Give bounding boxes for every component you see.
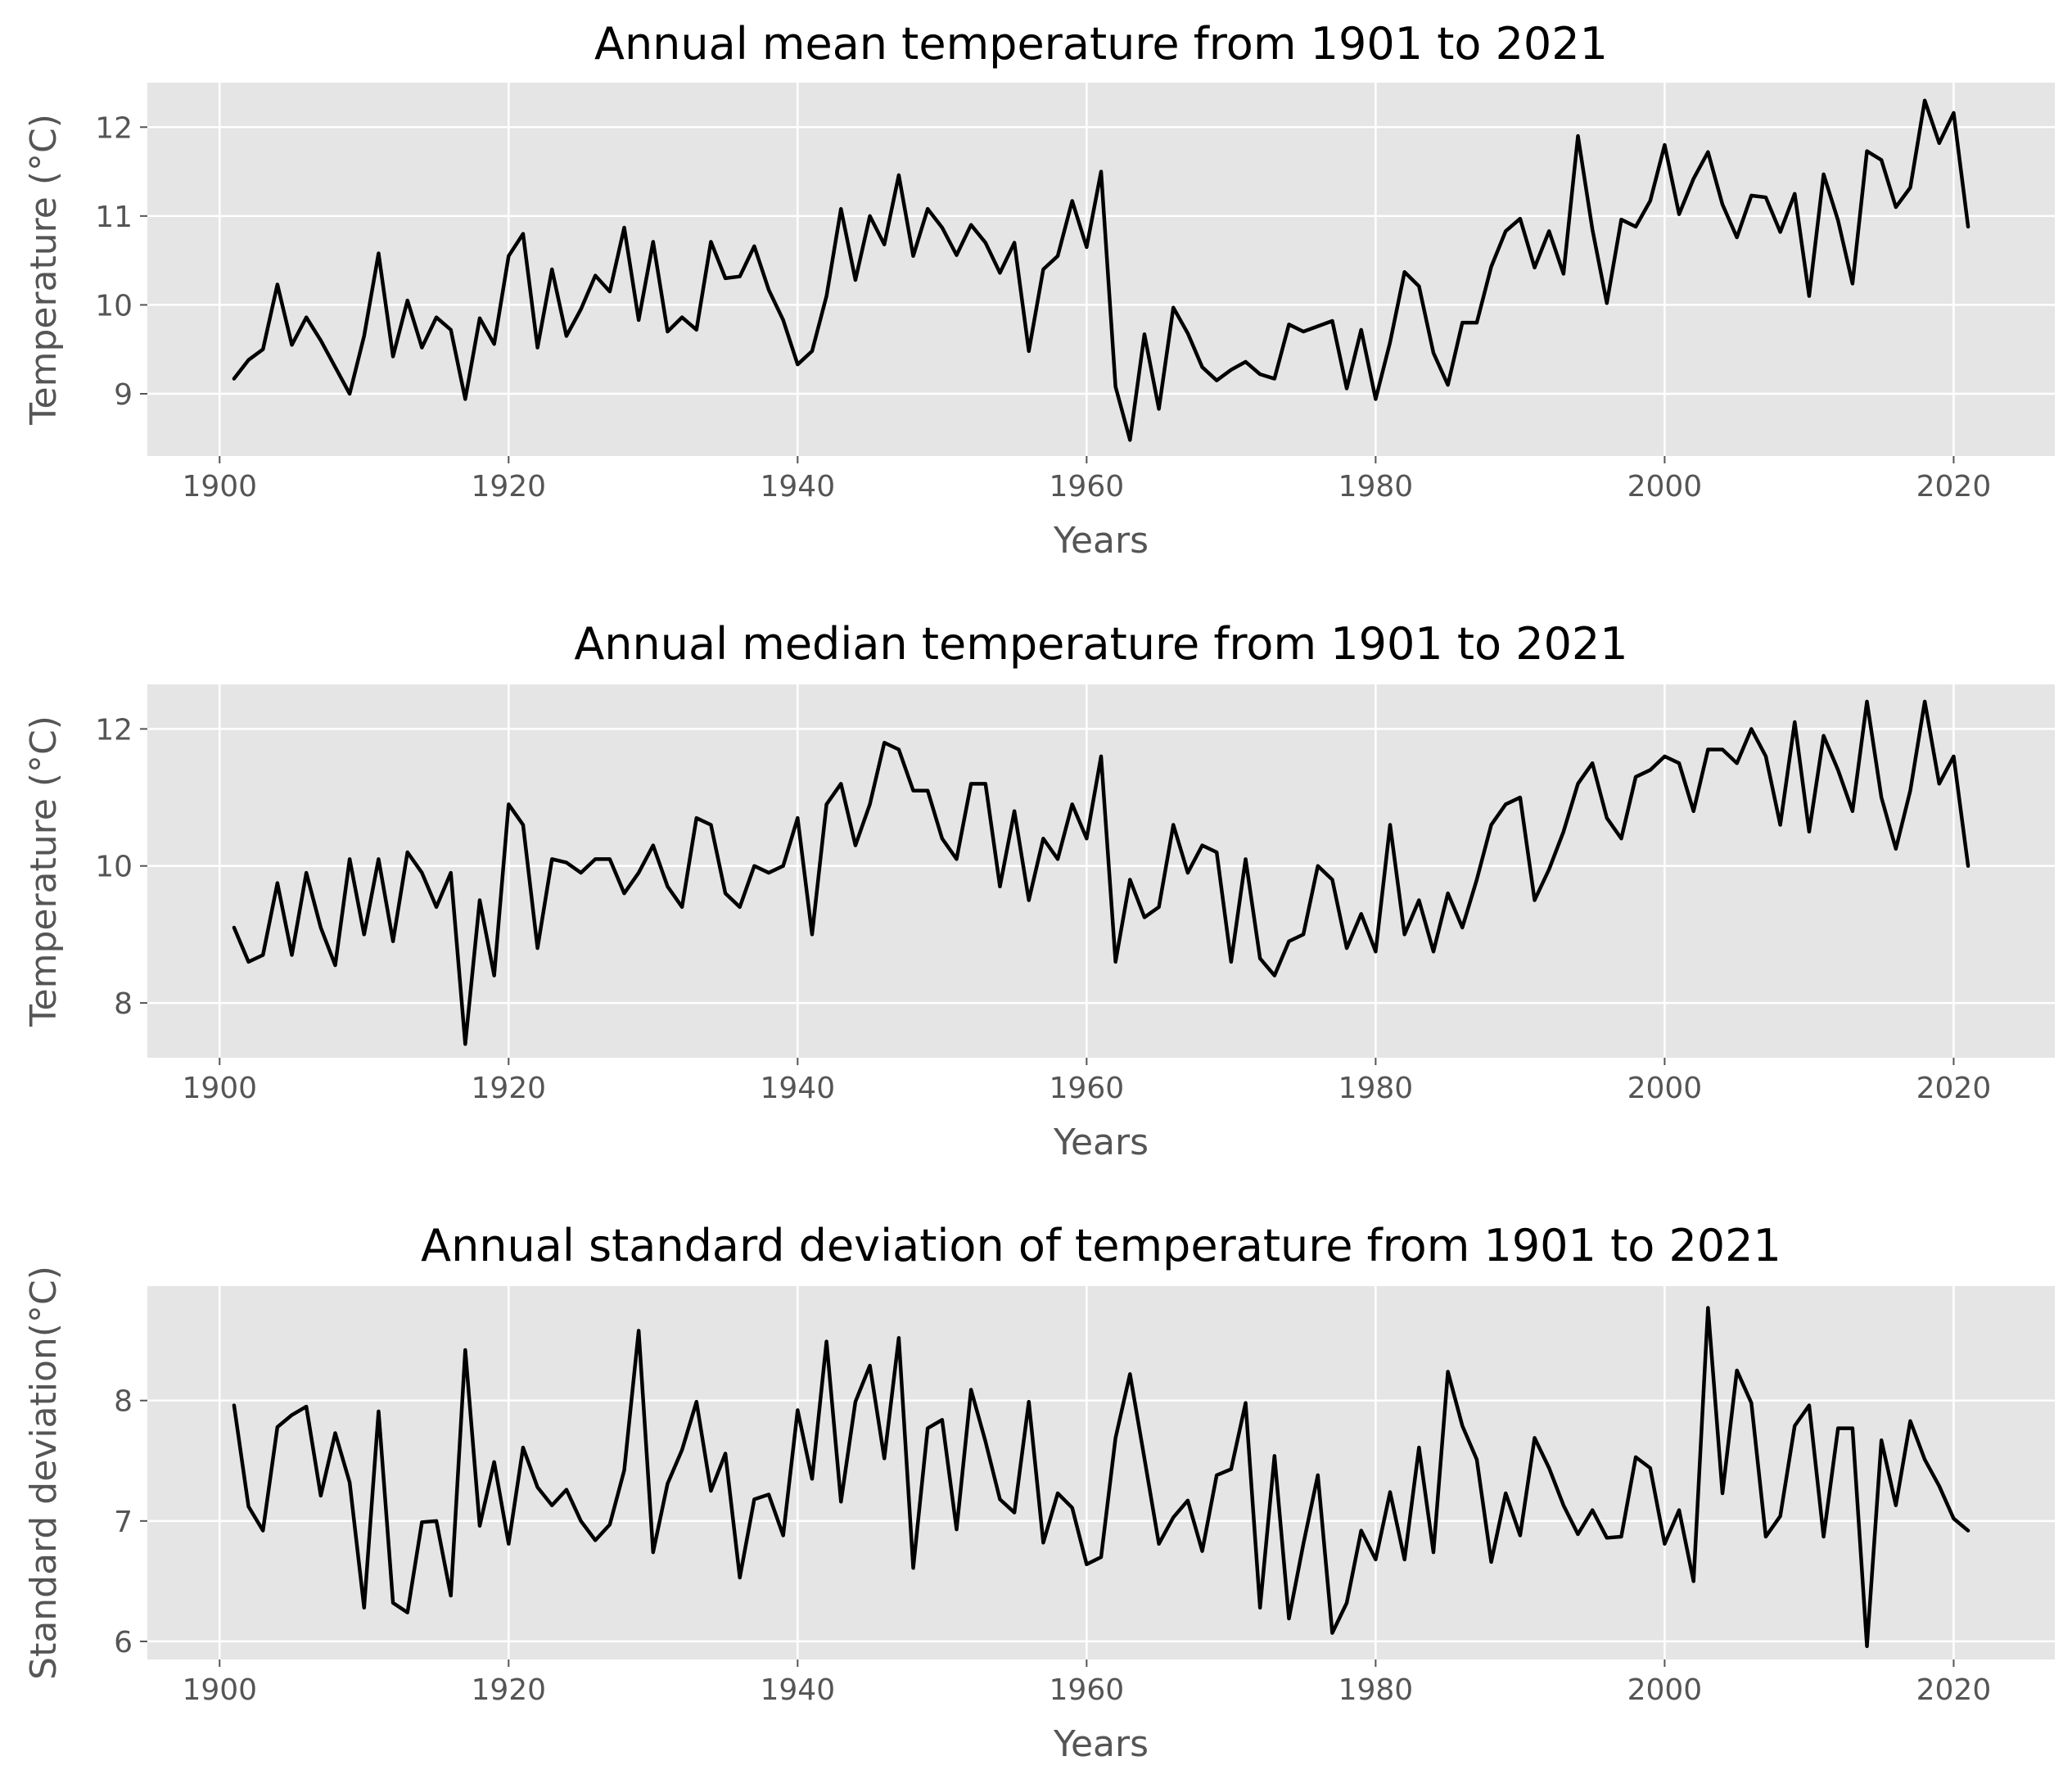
chart-title: Annual standard deviation of temperature…: [421, 1220, 1781, 1271]
x-tick-label: 1960: [1050, 1673, 1125, 1707]
plot-area: [147, 83, 2055, 456]
y-tick-label: 12: [95, 111, 133, 145]
x-tick-label: 1940: [761, 470, 836, 503]
x-tick-label: 1940: [761, 1673, 836, 1707]
y-tick-label: 10: [95, 851, 133, 884]
chart-title: Annual median temperature from 1901 to 2…: [574, 618, 1627, 670]
x-tick-label: 2020: [1916, 470, 1992, 503]
x-tick-label: 2000: [1627, 1072, 1703, 1105]
x-axis-label: Years: [1053, 1122, 1149, 1163]
x-tick-label: 1920: [471, 1072, 546, 1105]
x-tick-label: 1920: [471, 1673, 546, 1707]
x-tick-label: 1960: [1050, 470, 1125, 503]
series-line: [232, 699, 1970, 1046]
x-tick-label: 1980: [1338, 1673, 1414, 1707]
x-tick-label: 1900: [182, 470, 257, 503]
y-axis-label: Temperature (°C): [23, 114, 65, 426]
chart-panel-2: 1900 1920 1940 1960 1980 2000 2020 8 10 12 Annual …: [23, 618, 2055, 1163]
chart-panel-3: 1900 1920 1940 1960 1980 2000 2020 6 7 8 Annual st…: [23, 1220, 2055, 1765]
series-line: [232, 1306, 1970, 1649]
x-tick-label: 1940: [761, 1072, 836, 1105]
y-tick-label: 11: [95, 201, 133, 234]
y-axis-label: Temperature (°C): [23, 716, 65, 1027]
x-axis-label: Years: [1053, 1723, 1149, 1765]
series-line: [232, 98, 1970, 442]
x-tick-label: 1900: [182, 1072, 257, 1105]
x-tick-label: 1960: [1050, 1072, 1125, 1105]
y-tick-label: 12: [95, 713, 133, 747]
plot-area: [147, 684, 2055, 1058]
x-tick-label: 2000: [1627, 1673, 1703, 1707]
x-tick-label: 1980: [1338, 1072, 1414, 1105]
y-tick-label: 9: [114, 378, 133, 412]
x-axis-label: Years: [1053, 520, 1149, 562]
x-tick-label: 1900: [182, 1673, 257, 1707]
y-tick-label: 7: [114, 1506, 133, 1539]
x-tick-label: 1920: [471, 470, 546, 503]
chart-panel-1: 1900 1920 1940 1960 1980 2000 2020 9 10 11 12 Annua…: [23, 18, 2055, 562]
y-tick-label: 8: [114, 1385, 133, 1419]
x-tick-label: 1980: [1338, 470, 1414, 503]
chart-title: Annual mean temperature from 1901 to 202…: [594, 18, 1608, 70]
plot-area: [147, 1286, 2055, 1659]
y-tick-label: 10: [95, 289, 133, 323]
y-tick-label: 6: [114, 1626, 133, 1659]
y-axis-label: Standard deviation(°C): [23, 1266, 65, 1680]
x-tick-label: 2020: [1916, 1673, 1992, 1707]
y-tick-label: 8: [114, 987, 133, 1021]
x-tick-label: 2000: [1627, 470, 1703, 503]
x-tick-label: 2020: [1916, 1072, 1992, 1105]
